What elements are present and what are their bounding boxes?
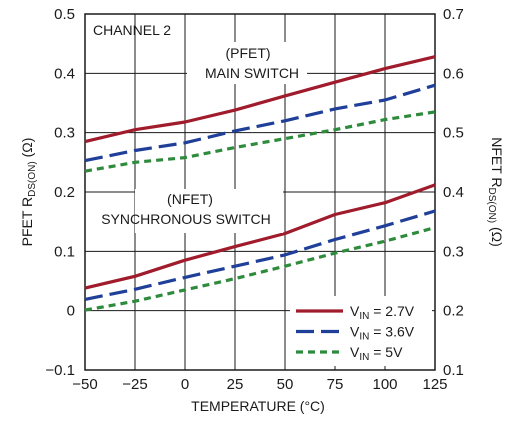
y-tick-label-right: 0.6 (443, 65, 464, 82)
legend-label: VIN = 3.6V (350, 324, 415, 343)
x-tick-label: −50 (72, 376, 97, 393)
y-tick-label-right: 0.3 (443, 243, 464, 260)
tick-labels: −50 −25 0 25 50 75 100 125 0.5 0.7 0.4 0.6 0.3 0.5 0.2… (45, 6, 463, 393)
y-tick-label-right: 0.7 (443, 6, 464, 23)
x-tick-label: −25 (122, 376, 147, 393)
series-lines (84, 55, 436, 312)
series-line-pfet-2p7v (84, 55, 436, 144)
series-line-nfet-3p6v (84, 209, 436, 301)
y-tick-label-left: −0.1 (45, 362, 75, 379)
series-line-pfet-3p6v (84, 83, 436, 163)
y-tick-label-left: 0.2 (54, 184, 75, 201)
y-tick-label-right: 0.5 (443, 125, 464, 142)
x-axis-label: TEMPERATURE (°C) (191, 398, 325, 414)
x-tick-label: 75 (327, 376, 344, 393)
nfet-label-line1: (NFET) (167, 191, 213, 207)
x-tick-label: 0 (181, 376, 189, 393)
y-tick-label-right: 0.2 (443, 303, 464, 320)
series-line-nfet-2p7v (84, 183, 436, 290)
x-tick-label: 50 (277, 376, 294, 393)
x-tick-label: 125 (422, 376, 447, 393)
series-line-pfet-5v (84, 110, 436, 173)
x-tick-label: 100 (372, 376, 397, 393)
plot-frame (84, 13, 436, 371)
y-axis-left-label: PFET RDS(ON) (Ω) (19, 138, 38, 247)
x-tick-label: 25 (227, 376, 244, 393)
y-tick-label-left: 0.4 (54, 65, 75, 82)
y-tick-label-left: 0.3 (54, 125, 75, 142)
y-axis-right-label: NFET RDS(ON) (Ω) (486, 137, 505, 247)
pfet-label-line2: MAIN SWITCH (205, 65, 299, 81)
pfet-label-bg (187, 42, 307, 84)
channel-label: CHANNEL 2 (93, 22, 171, 38)
y-tick-label-left: 0.1 (54, 243, 75, 260)
y-tick-label-left: 0 (67, 303, 75, 320)
pfet-label-line1: (PFET) (225, 45, 270, 61)
legend-label: VIN = 5V (350, 344, 403, 363)
nfet-label-bg (135, 189, 283, 233)
y-tick-label-left: 0.5 (54, 6, 75, 23)
legend-label: VIN = 2.7V (350, 303, 415, 322)
y-tick-label-right: 0.1 (443, 362, 464, 379)
y-tick-label-right: 0.4 (443, 184, 464, 201)
nfet-label-line2: SYNCHRONOUS SWITCH (101, 211, 271, 227)
